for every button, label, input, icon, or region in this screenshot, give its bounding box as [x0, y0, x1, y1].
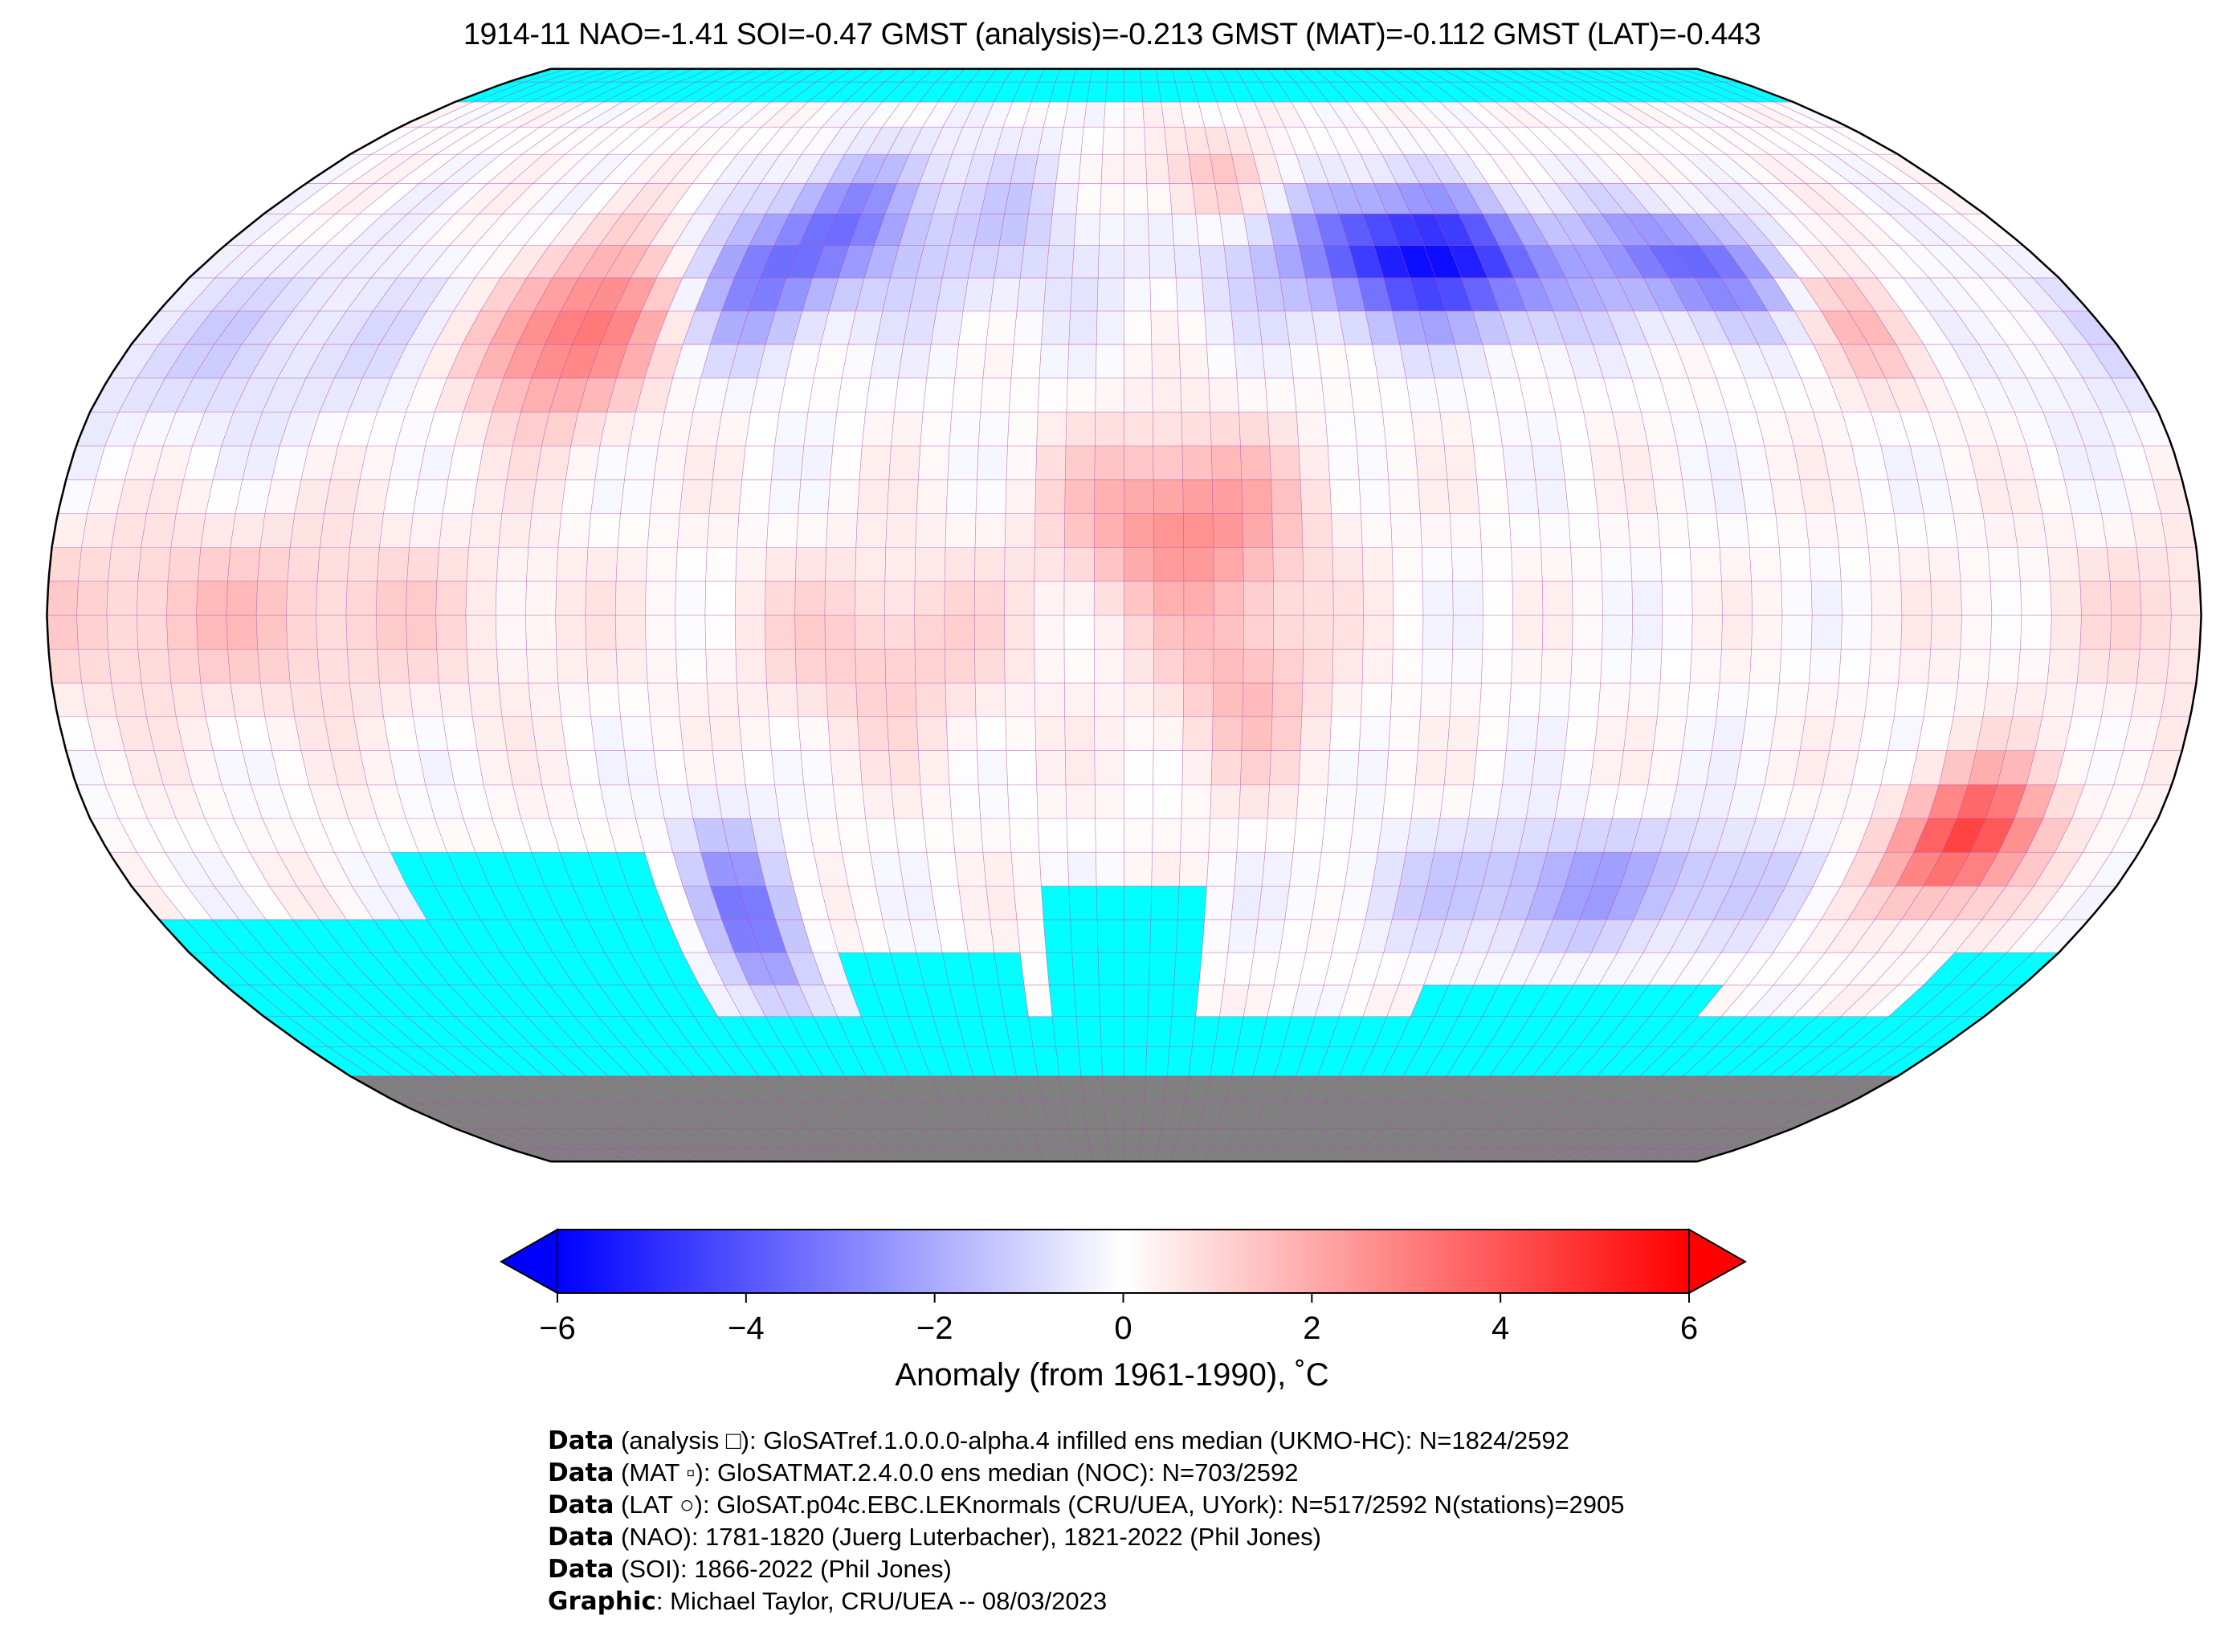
- credit-line: Data (analysis □): GloSATref.1.0.0.0-alp…: [548, 1425, 1625, 1457]
- credit-line: Data (NAO): 1781-1820 (Juerg Luterbacher…: [548, 1521, 1625, 1553]
- credit-key: Data: [548, 1555, 614, 1584]
- credit-key: Data: [548, 1491, 614, 1519]
- figure-title: 1914-11 NAO=-1.41 SOI=-0.47 GMST (analys…: [463, 18, 1761, 51]
- data-credits: Data (analysis □): GloSATref.1.0.0.0-alp…: [548, 1425, 1625, 1617]
- credit-line: Data (LAT ○): GloSAT.p04c.EBC.LEKnormals…: [548, 1489, 1625, 1521]
- colorbar-tick-label: −4: [728, 1311, 765, 1346]
- colorbar-tick-label: 4: [1492, 1311, 1510, 1346]
- credit-text: : Michael Taylor, CRU/UEA -- 08/03/2023: [655, 1587, 1108, 1615]
- colorbar-tick-label: −6: [539, 1311, 576, 1346]
- credit-line: Data (MAT ▫): GloSATMAT.2.4.0.0 ens medi…: [548, 1457, 1625, 1489]
- credit-text: (NAO): 1781-1820 (Juerg Luterbacher), 18…: [614, 1523, 1321, 1551]
- credit-line: Graphic: Michael Taylor, CRU/UEA -- 08/0…: [548, 1585, 1625, 1617]
- credit-text: (SOI): 1866-2022 (Phil Jones): [614, 1555, 952, 1583]
- colorbar-extend-high: [1688, 1228, 1748, 1295]
- colorbar-tick-label: 0: [1114, 1311, 1132, 1346]
- colorbar-gradient: [557, 1229, 1690, 1294]
- world-anomaly-map: [46, 67, 2202, 1163]
- colorbar-extend-low: [499, 1228, 558, 1295]
- credit-key: Data: [548, 1426, 614, 1455]
- credit-key: Data: [548, 1523, 614, 1552]
- credit-text: (LAT ○): GloSAT.p04c.EBC.LEKnormals (CRU…: [614, 1491, 1625, 1519]
- colorbar-label: Anomaly (from 1961-1990), ˚C: [895, 1357, 1329, 1393]
- colorbar-tick-label: 2: [1303, 1311, 1321, 1346]
- colorbar-tick-label: −2: [916, 1311, 953, 1346]
- credit-text: (MAT ▫): GloSATMAT.2.4.0.0 ens median (N…: [614, 1458, 1299, 1487]
- credit-line: Data (SOI): 1866-2022 (Phil Jones): [548, 1553, 1625, 1585]
- colorbar: [499, 1228, 1748, 1303]
- credit-text: (analysis □): GloSATref.1.0.0.0-alpha.4 …: [614, 1426, 1569, 1454]
- credit-key: Data: [548, 1458, 614, 1487]
- credit-key: Graphic: [548, 1587, 656, 1616]
- anomaly-grid: [47, 68, 2202, 1162]
- colorbar-tick-label: 6: [1679, 1311, 1699, 1346]
